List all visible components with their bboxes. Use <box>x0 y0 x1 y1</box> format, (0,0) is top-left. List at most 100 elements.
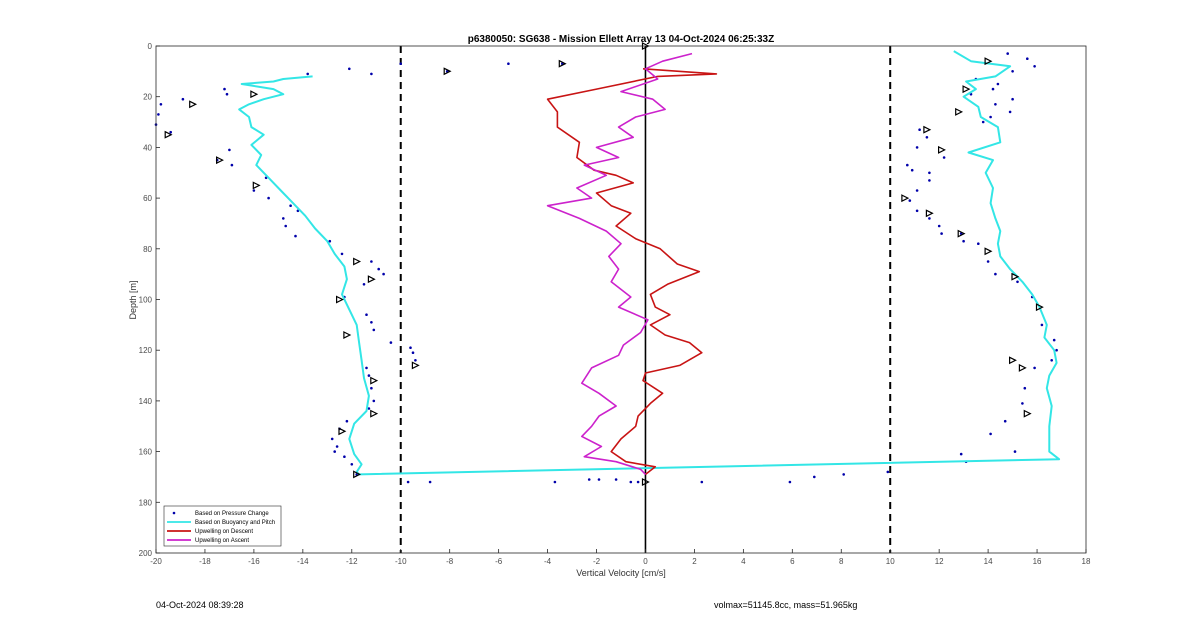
series-point-0-48 <box>333 450 337 453</box>
series-point-0-75 <box>1052 338 1056 342</box>
x-tick-label-19: 18 <box>1082 557 1091 566</box>
series-point-0-93 <box>906 163 909 167</box>
x-tick-label-9: -2 <box>593 557 601 566</box>
triangle-marker-24 <box>925 209 934 218</box>
triangle-marker-18 <box>984 57 993 66</box>
series-point-0-23 <box>284 224 288 228</box>
series-point-0-59 <box>636 480 640 484</box>
series-point-0-19 <box>267 196 270 200</box>
series-point-0-109 <box>1026 57 1029 60</box>
triangle-marker-9 <box>367 275 376 284</box>
x-axis-label: Vertical Velocity [cm/s] <box>576 568 666 578</box>
series-point-0-32 <box>365 313 368 317</box>
x-tick-label-6: -8 <box>446 557 454 566</box>
series-point-0-40 <box>367 374 371 377</box>
series-point-0-2 <box>399 62 403 65</box>
series-line-2 <box>546 68 718 476</box>
series-point-0-52 <box>406 480 410 484</box>
series-point-0-100 <box>1008 110 1012 114</box>
series-point-0-88 <box>908 199 912 202</box>
series-point-0-30 <box>362 283 366 286</box>
triangle-marker-25 <box>957 229 966 238</box>
series-point-0-80 <box>986 260 990 263</box>
series-point-0-16 <box>230 163 234 167</box>
triangle-marker-31 <box>1023 409 1032 418</box>
series-point-0-4 <box>507 62 510 65</box>
y-tick-label-5: 100 <box>139 296 153 305</box>
x-tick-label-15: 10 <box>886 557 895 566</box>
triangle-marker-30 <box>1018 363 1027 372</box>
x-tick-label-7: -6 <box>495 557 503 566</box>
series-point-0-14 <box>228 148 231 152</box>
x-tick-label-18: 16 <box>1033 557 1042 566</box>
x-tick-label-14: 8 <box>839 557 844 566</box>
series-point-0-11 <box>157 113 160 116</box>
footer-stats: volmax=51145.8cc, mass=51.965kg <box>714 600 858 610</box>
triangle-marker-12 <box>411 361 420 370</box>
series-point-0-94 <box>942 156 946 159</box>
series-point-0-84 <box>940 232 943 235</box>
x-tick-label-5: -10 <box>395 557 407 566</box>
marker-layer <box>164 42 1044 486</box>
triangle-marker-16 <box>353 470 362 479</box>
x-tick-label-0: -20 <box>150 557 162 566</box>
legend-swatch-0 <box>172 511 176 515</box>
triangle-marker-6 <box>216 156 224 165</box>
series-point-0-27 <box>370 260 373 263</box>
legend-label-1: Based on Buoyancy and Pitch <box>195 520 275 526</box>
y-axis-ticks: 0 20 40 60 80 100 120 140 160 180 200 <box>139 42 160 558</box>
series-point-0-39 <box>365 366 368 370</box>
series-point-0-1 <box>370 72 373 76</box>
series-point-0-57 <box>614 478 618 481</box>
x-axis-ticks: -20 -18 -16 -14 -12 -10 -8 -6 -4 -2 0 2 4 6 8 10 12 14 16 1… <box>150 549 1091 566</box>
triangle-marker-23 <box>901 194 910 203</box>
y-tick-label-2: 40 <box>143 143 152 152</box>
triangle-marker-1 <box>558 59 567 68</box>
series-point-0-81 <box>977 242 980 245</box>
series-point-0-92 <box>910 168 914 172</box>
series-point-0-89 <box>915 189 919 192</box>
triangle-marker-17 <box>641 478 650 486</box>
x-tick-label-3: -14 <box>297 557 309 566</box>
series-point-0-105 <box>996 82 1000 86</box>
x-tick-label-17: 14 <box>984 557 993 566</box>
series-point-0-91 <box>928 171 931 175</box>
series-point-0-49 <box>343 455 346 459</box>
series-point-0-34 <box>372 328 376 332</box>
series-point-0-99 <box>989 115 992 119</box>
series-point-0-25 <box>328 239 332 243</box>
series-point-0-38 <box>414 359 417 362</box>
series-point-0-13 <box>169 130 172 134</box>
triangle-marker-11 <box>343 331 352 339</box>
series-point-0-41 <box>370 386 373 390</box>
series-point-0-10 <box>159 103 163 106</box>
y-tick-label-9: 180 <box>139 498 153 507</box>
series-point-0-58 <box>629 480 633 484</box>
series-point-0-9 <box>181 97 185 101</box>
series-point-0-28 <box>377 267 381 271</box>
series-point-0-72 <box>1033 366 1036 370</box>
series-point-0-7 <box>223 87 226 91</box>
triangle-marker-7 <box>252 181 261 190</box>
series-point-0-33 <box>370 321 373 324</box>
triangle-marker-22 <box>937 145 946 154</box>
series-point-0-53 <box>428 480 432 484</box>
series-point-0-0 <box>348 67 351 71</box>
triangle-marker-15 <box>338 427 347 436</box>
x-tick-label-8: -4 <box>544 557 552 566</box>
series-point-0-35 <box>389 341 393 344</box>
x-tick-label-11: 2 <box>692 557 697 566</box>
series-point-0-44 <box>345 419 349 423</box>
legend-label-2: Upwelling on Descent <box>195 529 253 535</box>
series-point-0-36 <box>409 346 412 350</box>
series-point-0-43 <box>367 407 371 410</box>
triangle-marker-28 <box>1035 303 1044 312</box>
series-point-0-86 <box>928 217 931 220</box>
series-point-0-18 <box>252 189 256 192</box>
series-point-0-95 <box>915 146 919 149</box>
series-line-1 <box>238 50 1061 476</box>
series-point-0-107 <box>1011 70 1014 73</box>
triangle-marker-13 <box>370 376 379 385</box>
series-point-0-37 <box>411 351 415 355</box>
triangle-marker-26 <box>984 247 993 256</box>
